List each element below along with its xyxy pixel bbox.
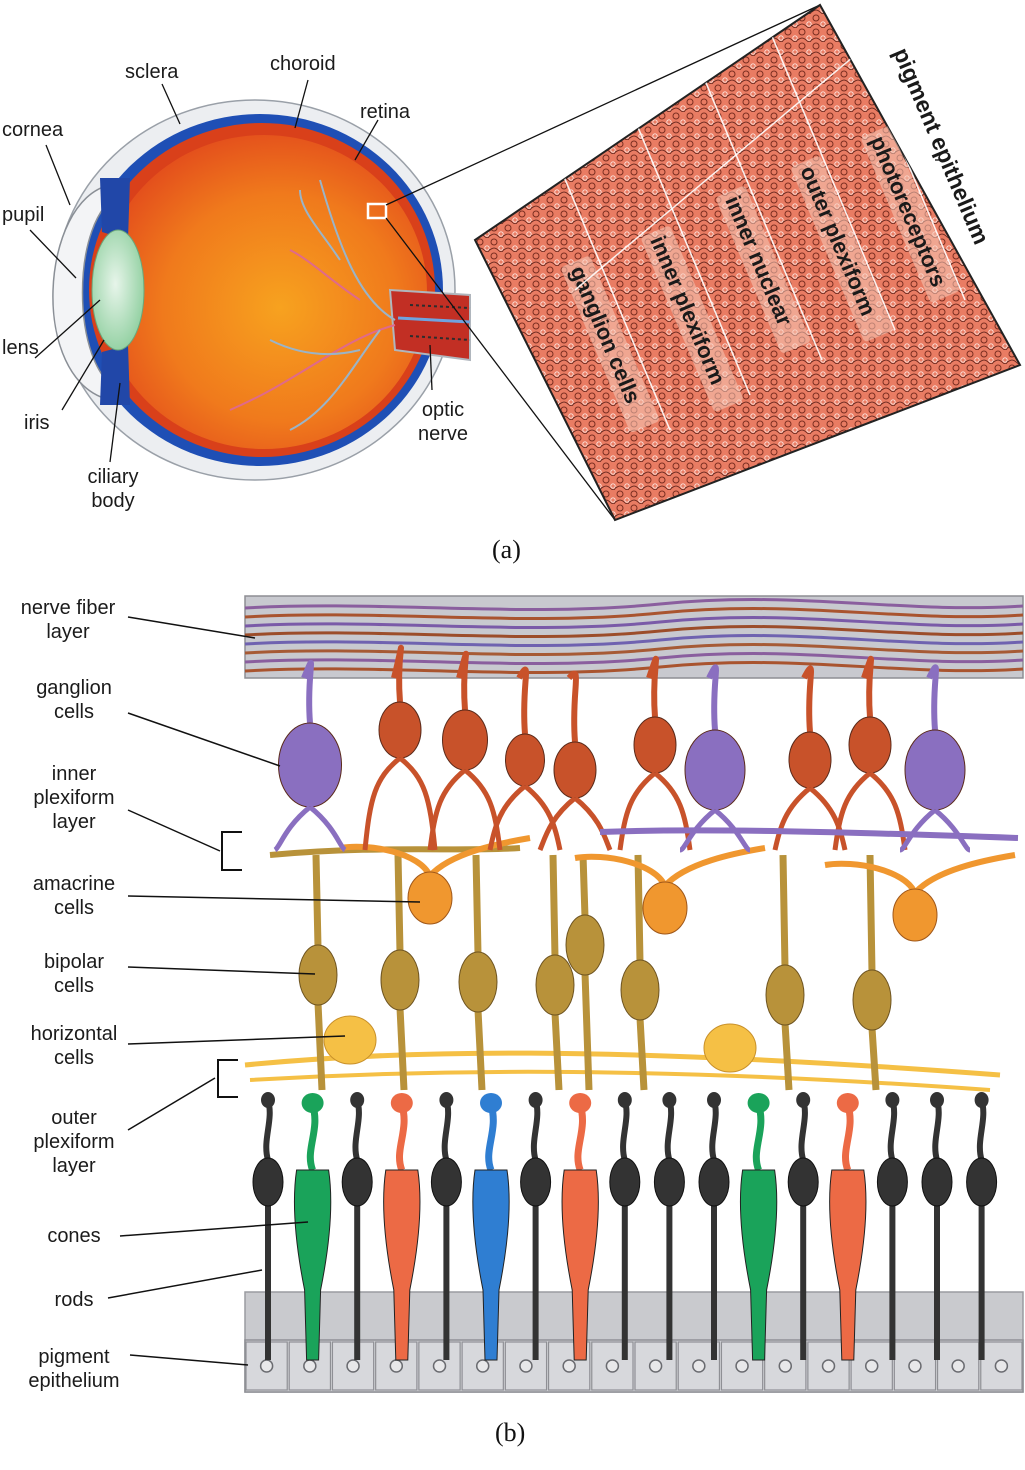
label-iris: iris <box>24 412 50 434</box>
label-amacrine-cells: amacrine cells <box>32 873 116 919</box>
amacrine-cell <box>407 871 453 925</box>
label-horizontal-cells: horizontal cells <box>30 1023 118 1069</box>
ganglion-cell <box>848 716 892 774</box>
bipolar-cell <box>535 954 575 1016</box>
ganglion-cell <box>378 701 422 759</box>
label-rods: rods <box>54 1289 94 1311</box>
cone-cell <box>472 1169 510 1361</box>
rod-cell <box>341 1157 373 1207</box>
pigment-epithelium-cell <box>634 1341 677 1391</box>
nerve-fiber-band <box>244 595 1024 679</box>
label-choroid: choroid <box>270 53 336 75</box>
label-sclera: sclera <box>125 61 179 83</box>
horizontal-cell <box>703 1023 757 1073</box>
bipolar-cell <box>620 959 660 1021</box>
caption-a: (a) <box>492 535 521 564</box>
retinal-vessels <box>229 179 396 431</box>
amacrine-cell <box>642 881 688 935</box>
rod-cell <box>921 1157 953 1207</box>
label-inner-plexiform-layer: inner plexiform layer <box>33 763 115 833</box>
cone-cell <box>561 1169 599 1361</box>
iris-shape <box>100 178 130 240</box>
label-optic-nerve: optic nerve <box>417 399 469 445</box>
label-lens: lens <box>2 337 39 359</box>
cone-cell <box>293 1169 332 1361</box>
cone-cell <box>829 1169 867 1361</box>
label-pigment-epithelium-b: pigment epithelium <box>28 1346 120 1392</box>
cone-cell <box>739 1169 778 1361</box>
ganglion-cell <box>633 716 677 774</box>
label-pigment-epithelium: pigment epithelium <box>888 44 994 248</box>
section-labels: pigment epithelium <box>888 44 994 248</box>
ganglion-cell <box>505 733 545 787</box>
rod-cell <box>966 1157 998 1207</box>
ganglion-cell <box>278 722 342 808</box>
bipolar-cell <box>298 944 338 1006</box>
lens-shape <box>91 229 145 351</box>
label-nerve-fiber-layer: nerve fiber layer <box>20 597 116 643</box>
rod-cell <box>876 1157 908 1207</box>
ganglion-cell <box>553 741 597 799</box>
label-cones: cones <box>47 1225 101 1247</box>
bipolar-cell <box>765 964 805 1026</box>
label-retina: retina <box>360 101 411 123</box>
label-ciliary-body: ciliary body <box>87 466 139 512</box>
rod-cell <box>698 1157 730 1207</box>
bipolar-cell <box>565 914 605 976</box>
bipolar-cell <box>458 951 498 1013</box>
ganglion-cell <box>904 729 966 811</box>
ganglion-cell <box>442 709 488 771</box>
rod-cell <box>430 1157 462 1207</box>
amacrine-cell <box>892 888 938 942</box>
label-cornea: cornea <box>2 119 64 141</box>
ganglion-cell <box>788 731 832 789</box>
rod-cell <box>252 1157 284 1207</box>
horizontal-cell <box>323 1015 377 1065</box>
retina-cell-diagram <box>107 595 1024 1393</box>
label-ganglion-cells: ganglion cells <box>36 677 112 723</box>
rod-cell <box>787 1157 819 1207</box>
pigment-epithelium-cell <box>893 1341 937 1391</box>
bipolar-cell <box>380 949 420 1011</box>
ganglion-cell <box>684 729 746 811</box>
label-bipolar-cells: bipolar cells <box>43 951 105 997</box>
rod-cell <box>520 1157 552 1207</box>
vitreous <box>101 135 427 449</box>
caption-b: (b) <box>495 1418 526 1447</box>
label-pupil: pupil <box>2 204 45 226</box>
label-outer-plexiform-layer: outer plexiform layer <box>33 1107 115 1177</box>
zoom-box <box>366 202 388 220</box>
rod-cell <box>653 1157 685 1207</box>
bipolar-cell <box>852 969 892 1031</box>
cone-cell <box>383 1169 421 1361</box>
rod-cell <box>609 1157 641 1207</box>
